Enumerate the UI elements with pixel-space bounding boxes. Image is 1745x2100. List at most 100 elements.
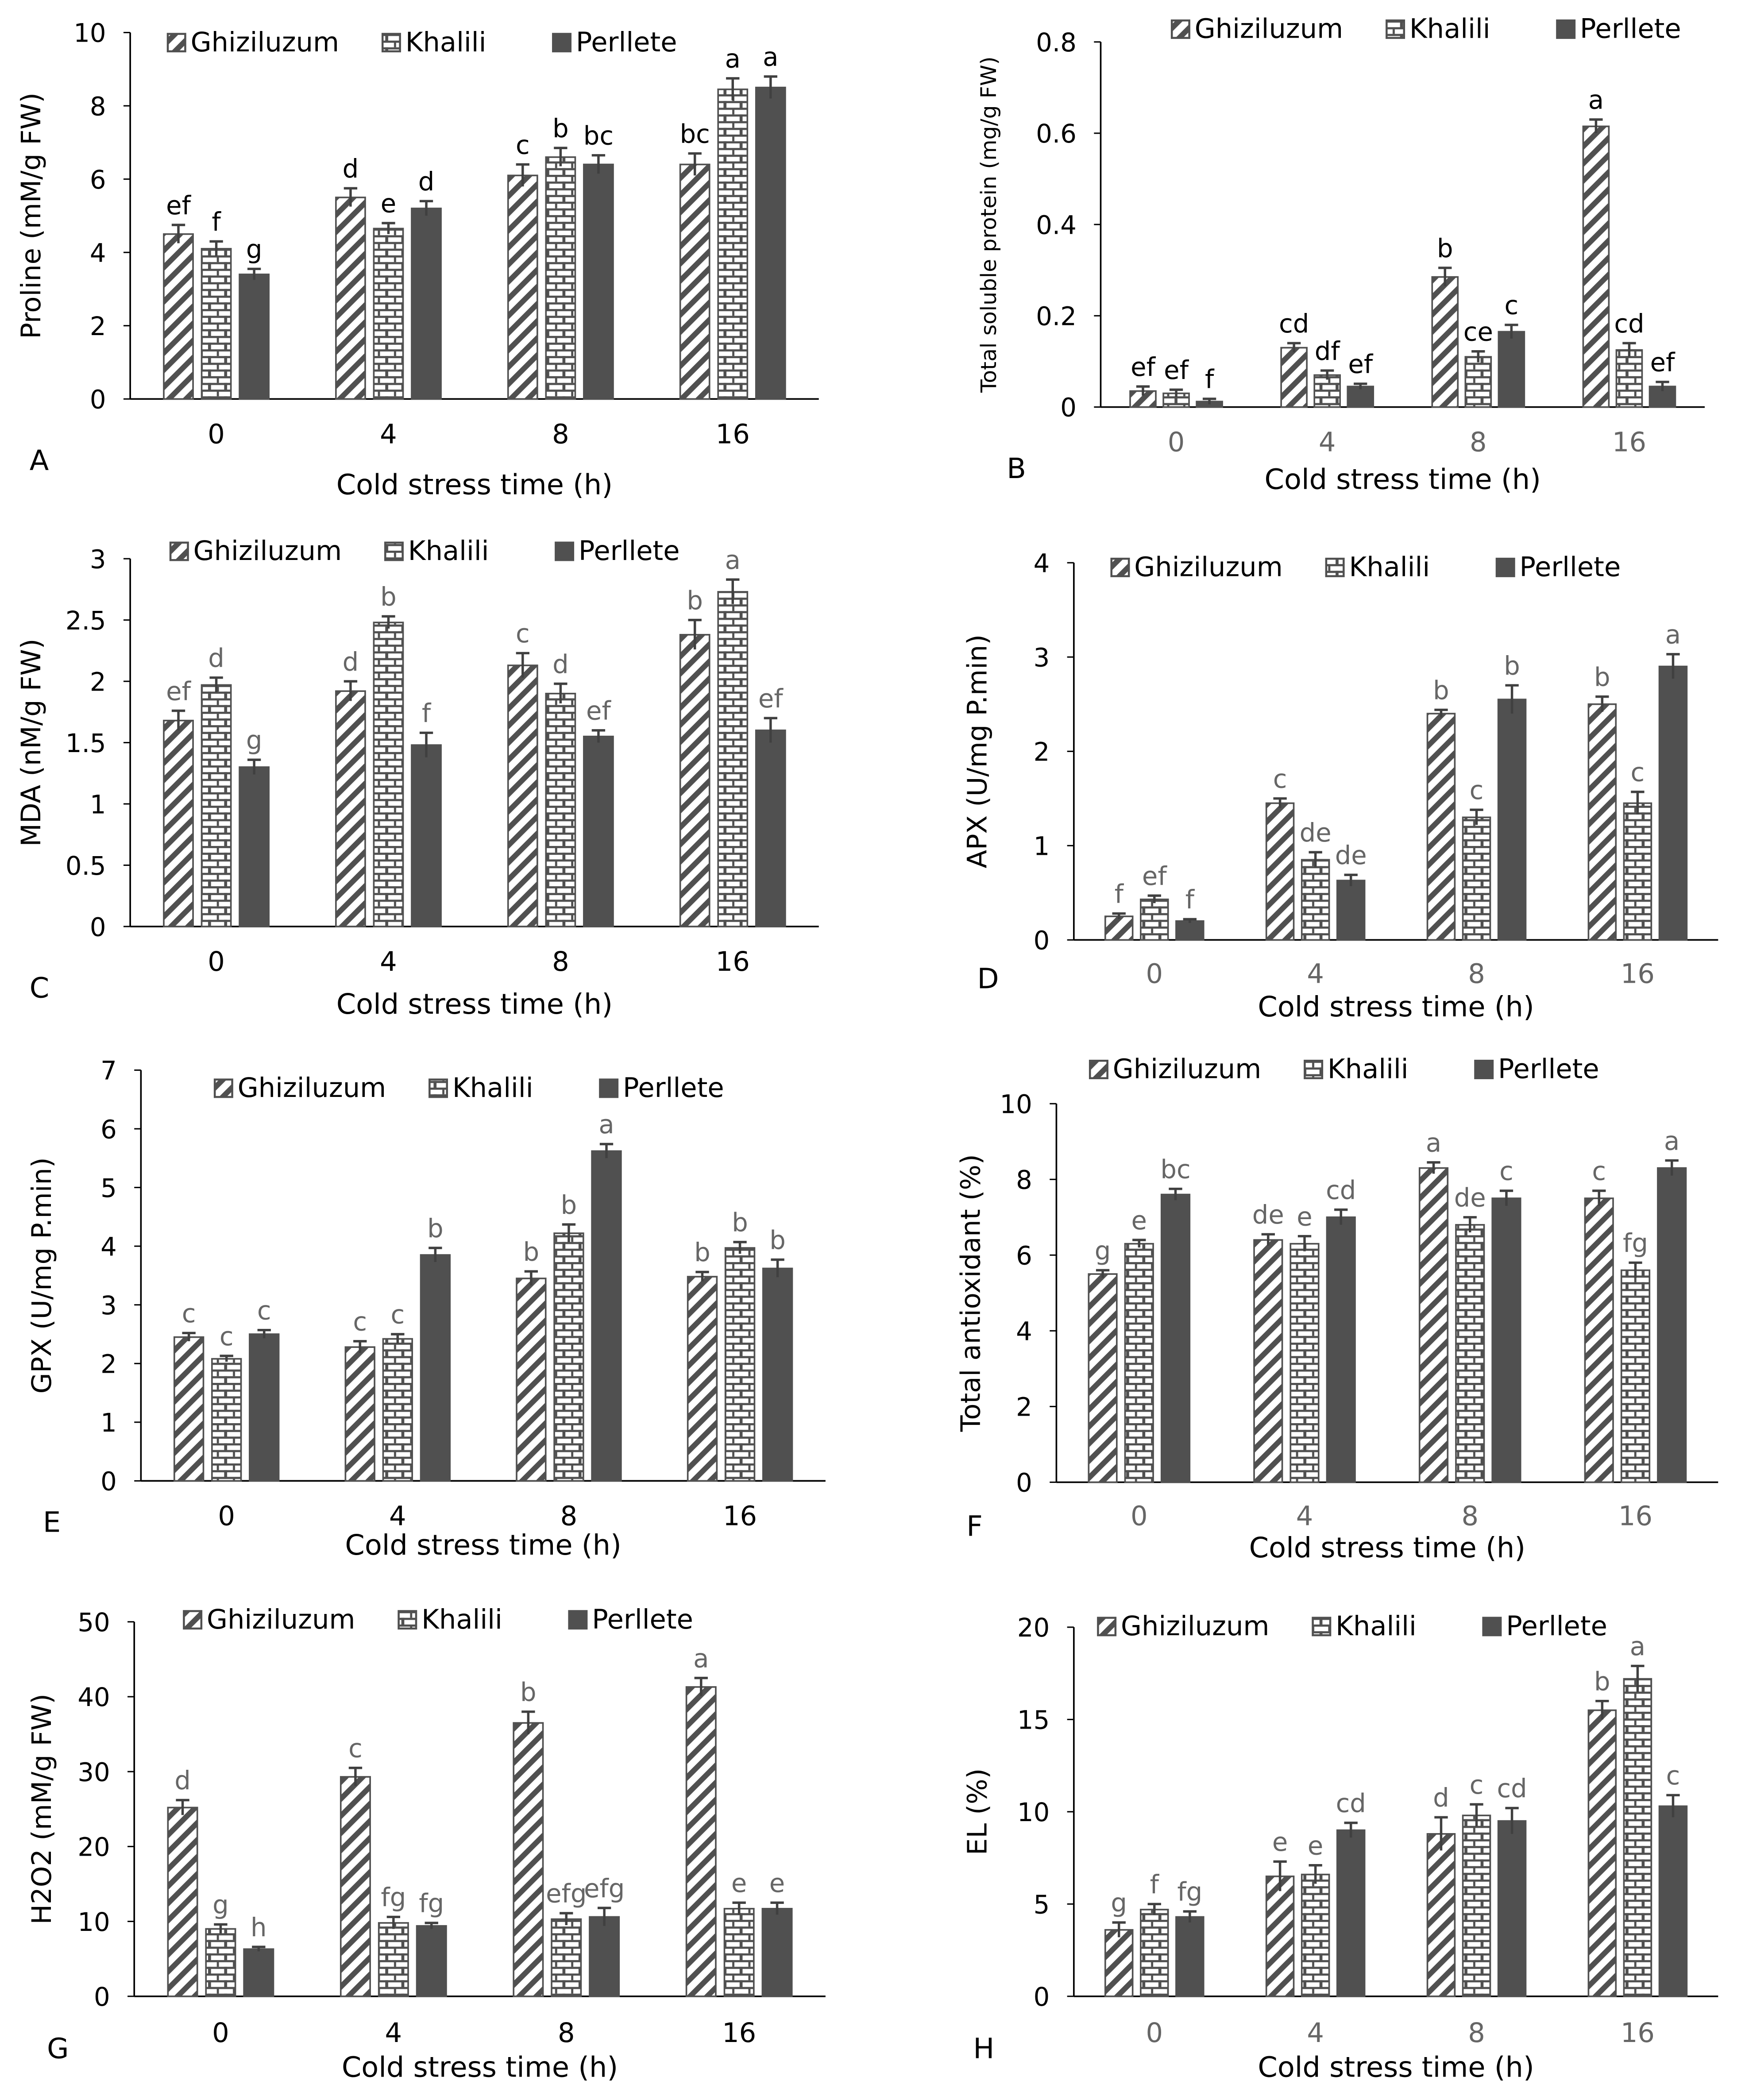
significance-letter: cd	[1336, 1789, 1366, 1818]
bar-perllete-16	[762, 1267, 793, 1482]
y-tick-label: 8	[1016, 1166, 1032, 1195]
y-tick-label: 4	[1034, 548, 1050, 578]
legend-swatch-ghiziluzum	[1089, 1059, 1108, 1079]
significance-letter: c	[516, 130, 530, 160]
significance-letter: b	[769, 1225, 786, 1255]
bar-khalili-4	[1289, 1243, 1320, 1483]
error-bar	[1112, 1921, 1126, 1938]
x-tick-label: 0	[1146, 2018, 1163, 2049]
significance-letter: c	[353, 1307, 367, 1337]
legend-swatch-ghiziluzum	[169, 541, 189, 561]
legend-swatch-perllete	[1556, 19, 1576, 39]
bar-khalili-0	[201, 684, 232, 927]
error-bar	[1470, 808, 1483, 825]
x-tick-label: 0	[218, 1501, 235, 1532]
error-bar	[214, 1923, 228, 1934]
x-axis-label: Cold stress time (h)	[1249, 1532, 1525, 1564]
error-bar	[1261, 1233, 1275, 1246]
significance-letter: c	[1499, 1157, 1513, 1186]
x-tick-label: 4	[389, 1501, 406, 1532]
y-axis-label: MDA (nM/g FW)	[16, 639, 47, 847]
x-axis-label: Cold stress time (h)	[1258, 991, 1534, 1023]
error-bar	[171, 224, 185, 243]
error-bar	[209, 240, 223, 256]
legend-label: Khalili	[408, 536, 489, 567]
legend-swatch-khalili	[384, 541, 404, 561]
legend-label: Khalili	[1409, 14, 1490, 45]
x-tick-label: 8	[1461, 1501, 1479, 1532]
error-bar	[1147, 1903, 1161, 1915]
y-tick-label: 1	[100, 1408, 117, 1438]
bar-perllete-8	[583, 163, 614, 400]
error-bar	[429, 1247, 442, 1262]
y-tick-label: 1.5	[66, 729, 106, 758]
bar-khalili-0	[205, 1928, 236, 1997]
bar-perllete-0	[1175, 1916, 1205, 1997]
bar-ghiziluzum-8	[1426, 1833, 1456, 1997]
bar-perllete-8	[1491, 1197, 1521, 1483]
error-bar	[1463, 1216, 1477, 1233]
significance-letter: c	[1592, 1157, 1606, 1186]
error-bar	[1589, 118, 1603, 133]
legend-swatch-ghiziluzum	[1097, 1617, 1117, 1637]
y-tick-label: 0.2	[1036, 302, 1077, 332]
bar-ghiziluzum-16	[687, 1276, 718, 1482]
legend-swatch-khalili	[381, 33, 401, 53]
bar-perllete-16	[1658, 665, 1688, 941]
legend-label: Perllete	[1498, 1054, 1599, 1085]
error-bar	[764, 717, 777, 743]
significance-letter: b	[380, 582, 397, 612]
x-tick-label: 4	[380, 419, 397, 450]
significance-letter: e	[1308, 1831, 1323, 1861]
legend-label: Ghiziluzum	[1134, 552, 1282, 583]
panel-label: F	[966, 1510, 983, 1543]
significance-letter: de	[1335, 841, 1367, 870]
error-bar	[1434, 708, 1448, 718]
bar-khalili-8	[551, 1918, 582, 1997]
panel-label: B	[1007, 452, 1026, 485]
error-bar	[1631, 1664, 1645, 1692]
error-bar	[176, 1799, 189, 1815]
legend-swatch-perllete	[1474, 1059, 1494, 1079]
bar-khalili-8	[545, 693, 576, 927]
x-axis-label: Cold stress time (h)	[1258, 2051, 1534, 2084]
x-tick-label: 4	[380, 946, 397, 977]
y-tick-label: 4	[1016, 1317, 1032, 1347]
significance-letter: c	[1666, 1761, 1680, 1791]
y-tick-label: 1	[90, 790, 106, 819]
significance-letter: cd	[1326, 1175, 1356, 1205]
error-bar	[764, 75, 777, 99]
legend-swatch-perllete	[1495, 557, 1515, 577]
significance-letter: b	[427, 1214, 444, 1243]
y-tick-label: 0	[1060, 393, 1077, 423]
error-bar	[252, 1946, 266, 1952]
y-tick-label: 0.8	[1036, 28, 1077, 58]
error-bar	[554, 147, 568, 166]
error-bar	[425, 1922, 438, 1929]
error-bar	[1344, 1822, 1358, 1838]
x-tick-label: 8	[1468, 958, 1485, 989]
x-tick-label: 16	[1621, 958, 1655, 989]
x-axis-label: Cold stress time (h)	[336, 469, 613, 502]
legend-label: Ghiziluzum	[238, 1073, 386, 1104]
bar-ghiziluzum-0	[173, 1336, 205, 1482]
y-tick-label: 2	[100, 1349, 117, 1379]
legend-swatch-ghiziluzum	[1170, 19, 1190, 39]
error-bar	[1595, 1699, 1609, 1720]
significance-letter: a	[1588, 85, 1604, 115]
error-bar	[1438, 266, 1452, 286]
bar-khalili-8	[1462, 1814, 1491, 1997]
legend-swatch-khalili	[429, 1078, 448, 1098]
error-bar	[1629, 1261, 1642, 1278]
y-tick-label: 20	[1017, 1613, 1050, 1643]
bar-khalili-16	[723, 1907, 755, 1997]
legend-swatch-ghiziluzum	[166, 33, 186, 53]
significance-letter: f	[1185, 885, 1195, 915]
error-bar	[1354, 382, 1367, 390]
error-bar	[1434, 1816, 1448, 1851]
x-tick-label: 8	[1470, 427, 1487, 458]
x-tick-label: 16	[716, 419, 750, 450]
